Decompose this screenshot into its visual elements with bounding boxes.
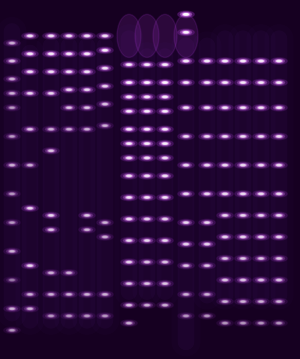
Ellipse shape: [45, 271, 57, 275]
Ellipse shape: [161, 196, 169, 199]
Ellipse shape: [125, 110, 133, 113]
Ellipse shape: [47, 293, 55, 295]
Ellipse shape: [184, 315, 188, 317]
Ellipse shape: [257, 60, 265, 62]
Ellipse shape: [161, 261, 169, 264]
Ellipse shape: [6, 59, 18, 63]
Ellipse shape: [22, 126, 38, 132]
Ellipse shape: [180, 242, 192, 246]
Ellipse shape: [49, 129, 53, 130]
Ellipse shape: [47, 70, 55, 73]
Ellipse shape: [253, 58, 269, 64]
Ellipse shape: [203, 193, 211, 195]
Ellipse shape: [139, 302, 155, 308]
Ellipse shape: [178, 291, 194, 298]
Ellipse shape: [79, 291, 95, 298]
Ellipse shape: [83, 70, 91, 73]
Ellipse shape: [143, 175, 151, 177]
Ellipse shape: [141, 303, 153, 307]
Ellipse shape: [125, 322, 133, 325]
Ellipse shape: [63, 292, 75, 297]
Ellipse shape: [103, 103, 107, 105]
Ellipse shape: [49, 71, 53, 73]
Ellipse shape: [63, 88, 75, 92]
Ellipse shape: [163, 143, 167, 144]
Ellipse shape: [99, 123, 111, 128]
Ellipse shape: [97, 122, 113, 129]
Ellipse shape: [101, 85, 109, 88]
Ellipse shape: [145, 197, 149, 198]
Ellipse shape: [67, 129, 71, 130]
Ellipse shape: [255, 106, 267, 110]
Ellipse shape: [22, 33, 38, 39]
Ellipse shape: [10, 42, 14, 44]
Ellipse shape: [223, 82, 227, 83]
Ellipse shape: [10, 193, 14, 195]
Ellipse shape: [199, 133, 215, 140]
Ellipse shape: [273, 256, 285, 261]
Ellipse shape: [178, 79, 194, 86]
Ellipse shape: [143, 239, 151, 242]
Ellipse shape: [219, 163, 231, 167]
Ellipse shape: [219, 278, 231, 282]
Ellipse shape: [28, 53, 32, 55]
Ellipse shape: [145, 218, 149, 220]
Ellipse shape: [121, 237, 137, 244]
Ellipse shape: [157, 237, 173, 244]
Ellipse shape: [182, 221, 190, 224]
Ellipse shape: [255, 256, 267, 261]
Ellipse shape: [277, 136, 281, 137]
Ellipse shape: [127, 240, 131, 241]
Ellipse shape: [26, 307, 34, 310]
Ellipse shape: [143, 128, 151, 131]
Ellipse shape: [99, 102, 111, 106]
Ellipse shape: [277, 60, 281, 62]
Ellipse shape: [239, 214, 247, 216]
Ellipse shape: [121, 126, 137, 132]
Ellipse shape: [205, 193, 209, 195]
Ellipse shape: [28, 164, 32, 166]
Ellipse shape: [273, 235, 285, 239]
Ellipse shape: [239, 236, 247, 238]
Ellipse shape: [28, 71, 32, 73]
Ellipse shape: [83, 88, 91, 91]
Ellipse shape: [203, 135, 211, 138]
Ellipse shape: [259, 322, 263, 324]
Ellipse shape: [24, 307, 36, 311]
Ellipse shape: [159, 217, 171, 221]
Ellipse shape: [159, 281, 171, 286]
Ellipse shape: [47, 214, 55, 216]
Ellipse shape: [275, 236, 283, 238]
Ellipse shape: [159, 62, 171, 67]
Ellipse shape: [145, 64, 149, 65]
Ellipse shape: [141, 260, 153, 264]
Ellipse shape: [184, 243, 188, 245]
Ellipse shape: [117, 14, 141, 57]
Ellipse shape: [157, 126, 173, 132]
Ellipse shape: [182, 243, 190, 246]
Ellipse shape: [182, 293, 190, 295]
Ellipse shape: [67, 294, 71, 295]
Ellipse shape: [253, 320, 269, 326]
Ellipse shape: [217, 58, 233, 64]
Ellipse shape: [163, 111, 167, 112]
Ellipse shape: [259, 164, 263, 166]
Ellipse shape: [253, 277, 269, 283]
Ellipse shape: [257, 279, 265, 281]
Ellipse shape: [141, 80, 153, 85]
Ellipse shape: [223, 164, 227, 166]
Ellipse shape: [121, 140, 137, 147]
Ellipse shape: [145, 96, 149, 98]
Ellipse shape: [203, 221, 211, 224]
Ellipse shape: [6, 163, 18, 167]
Ellipse shape: [241, 164, 245, 166]
Ellipse shape: [65, 314, 73, 317]
Ellipse shape: [125, 282, 133, 285]
Ellipse shape: [99, 220, 111, 225]
Ellipse shape: [123, 156, 135, 160]
Ellipse shape: [83, 107, 91, 109]
Ellipse shape: [141, 156, 153, 160]
Ellipse shape: [180, 59, 192, 63]
Ellipse shape: [253, 191, 269, 197]
